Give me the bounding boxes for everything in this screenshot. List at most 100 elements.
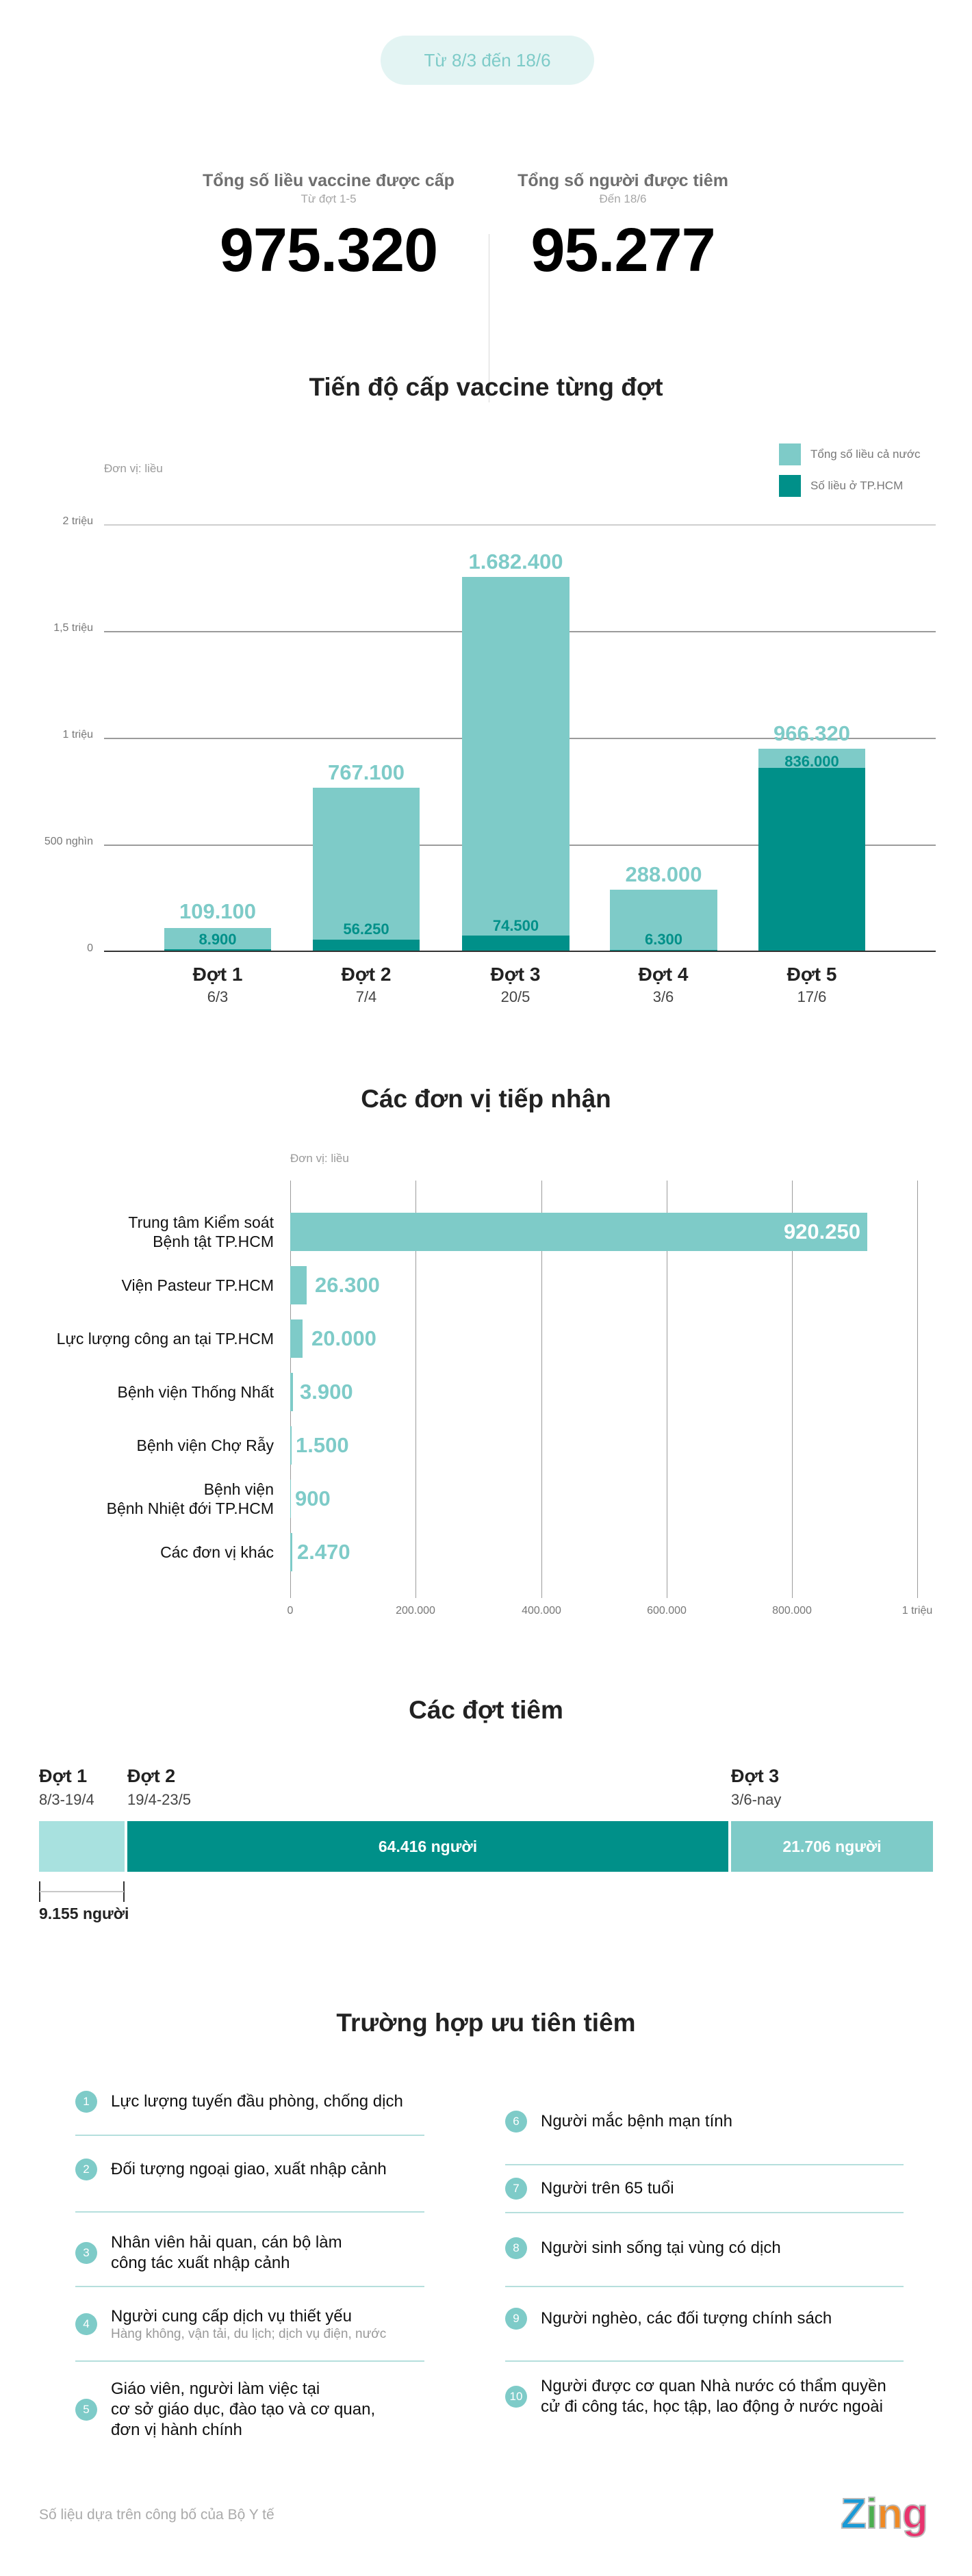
gridline xyxy=(792,1386,793,1598)
unit-row-bar xyxy=(290,1426,292,1465)
gridline xyxy=(541,1386,542,1598)
bar-total-label: 966.320 xyxy=(773,721,851,745)
bar-total-label: 767.100 xyxy=(327,760,405,784)
unit-row-value: 900 xyxy=(295,1486,331,1510)
number-badge: 3 xyxy=(75,2242,97,2264)
bracket-right xyxy=(123,1881,125,1902)
priority-subtext: Hàng không, vận tải, du lịch; dịch vụ đi… xyxy=(111,2327,387,2341)
bar-total-label: 288.000 xyxy=(625,862,702,886)
unit-row-bar xyxy=(290,1319,303,1358)
unit-row-value: 20.000 xyxy=(311,1326,376,1350)
unit-row-bar xyxy=(290,1266,307,1304)
gridline xyxy=(415,1181,416,1386)
bar-total-label: 1.682.400 xyxy=(468,550,563,574)
bar-round-5 xyxy=(758,749,865,951)
legend-item-hcm: Số liều ở TP.HCM xyxy=(779,475,903,497)
stat-total-doses: Tổng số liều vaccine được cấp Từ đợt 1-5… xyxy=(185,171,472,286)
number-badge: 5 xyxy=(75,2399,97,2421)
divider xyxy=(75,2360,424,2362)
priority-text: Người trên 65 tuổi xyxy=(541,2179,674,2198)
units-chart-title: Các đơn vị tiếp nhận xyxy=(361,1085,611,1113)
unit-row-label: Viện Pasteur TP.HCM xyxy=(121,1276,274,1294)
priority-text: Người nghèo, các đối tượng chính sách xyxy=(541,2309,832,2328)
date-range-badge: Từ 8/3 đến 18/6 xyxy=(381,36,594,85)
bar-total-label: 109.100 xyxy=(179,899,257,923)
unit-row-bar xyxy=(290,1533,292,1571)
gridline xyxy=(917,1386,918,1598)
number-badge: 4 xyxy=(75,2313,97,2335)
source-note: Số liệu dựa trên công bố của Bộ Y tế xyxy=(39,2507,274,2523)
category-date: 17/6 xyxy=(797,988,827,1005)
divider xyxy=(505,2286,904,2287)
priority-text: Người cung cấp dịch vụ thiết yếu xyxy=(111,2307,352,2326)
number-badge: 7 xyxy=(505,2178,527,2200)
category-label: Đợt 5 xyxy=(786,964,837,985)
stat-label: Tổng số liều vaccine được cấp xyxy=(203,171,455,190)
category-label: Đợt 4 xyxy=(638,964,689,985)
supply-chart-unit: Đơn vị: liều xyxy=(104,462,163,475)
divider xyxy=(505,2212,904,2213)
unit-row-label: Lực lượng công an tại TP.HCM xyxy=(56,1330,274,1348)
priority-item: 6 Người mắc bệnh mạn tính xyxy=(505,2108,888,2135)
bar-hcm-label: 74.500 xyxy=(492,917,539,934)
category-date: 6/3 xyxy=(207,988,229,1005)
round-dates: 3/6-nay xyxy=(731,1791,782,1808)
units-chart-unit: Đơn vị: liều xyxy=(290,1152,349,1165)
round-2-segment: 64.416 người xyxy=(127,1821,728,1872)
round-1-people-label: 9.155 người xyxy=(39,1905,129,1922)
bar-hcm-segment xyxy=(164,949,271,951)
y-tick: 1,5 triệu xyxy=(53,622,93,634)
category-date: 20/5 xyxy=(500,988,530,1005)
unit-row-label: Bệnh viện Bệnh Nhiệt đới TP.HCM xyxy=(106,1480,274,1517)
x-tick: 1 triệu xyxy=(901,1605,933,1617)
rounds-title: Các đợt tiêm xyxy=(409,1696,563,1724)
bar-hcm-segment xyxy=(462,936,570,951)
bar-hcm-segment xyxy=(313,940,420,951)
bracket-line xyxy=(40,1891,124,1892)
number-badge: 1 xyxy=(75,2091,97,2113)
priority-item: 9 Người nghèo, các đối tượng chính sách xyxy=(505,2305,888,2332)
round-title: Đợt 3 xyxy=(731,1766,780,1786)
priority-item: 2 Đối tượng ngoại giao, xuất nhập cảnh xyxy=(75,2156,431,2183)
bar-round-1 xyxy=(164,928,271,951)
priority-item: 1 Lực lượng tuyến đầu phòng, chống dịch xyxy=(75,2088,431,2115)
priority-item: 4 Người cung cấp dịch vụ thiết yếu Hàng … xyxy=(75,2305,459,2343)
number-badge: 8 xyxy=(505,2237,527,2259)
y-tick: 0 xyxy=(87,942,93,954)
bar-hcm-label: 8.900 xyxy=(199,931,237,948)
bar-hcm-segment xyxy=(758,768,865,951)
priority-item: 7 Người trên 65 tuổi xyxy=(505,2175,888,2202)
bar-hcm-label: 6.300 xyxy=(644,931,683,948)
category-label: Đợt 2 xyxy=(341,964,392,985)
priority-text: Nhân viên hải quan, cán bộ làm công tác … xyxy=(111,2233,342,2272)
divider xyxy=(75,2211,424,2213)
x-tick: 600.000 xyxy=(647,1605,687,1617)
stat-value: 975.320 xyxy=(219,216,438,285)
gridline xyxy=(415,1386,416,1598)
legend-label: Số liều ở TP.HCM xyxy=(810,479,904,492)
round-1-segment xyxy=(39,1821,125,1872)
legend-swatch xyxy=(779,443,801,465)
logo-letter: i xyxy=(865,2490,878,2538)
number-badge: 6 xyxy=(505,2111,527,2133)
x-tick: 0 xyxy=(287,1605,294,1617)
bar-hcm-label: 56.250 xyxy=(343,920,389,938)
category-date: 7/4 xyxy=(355,988,377,1005)
legend-swatch xyxy=(779,475,801,497)
x-tick: 800.000 xyxy=(772,1605,812,1617)
gridline xyxy=(104,524,936,526)
gridline xyxy=(917,1181,918,1386)
x-axis-baseline xyxy=(104,951,936,952)
unit-row-label: Các đơn vị khác xyxy=(160,1543,274,1561)
stat-sub: Đến 18/6 xyxy=(599,192,647,205)
zing-logo: Zing xyxy=(840,2490,929,2538)
x-tick: 400.000 xyxy=(522,1605,561,1617)
round-title: Đợt 2 xyxy=(127,1766,176,1786)
bar-hcm-label: 836.000 xyxy=(784,753,839,770)
priority-text: Giáo viên, người làm việc tại cơ sở giáo… xyxy=(111,2380,376,2439)
round-title: Đợt 1 xyxy=(39,1766,88,1786)
round-people-label: 21.706 người xyxy=(782,1837,882,1855)
stat-sub: Từ đợt 1-5 xyxy=(300,192,357,205)
bar-round-3 xyxy=(462,577,570,951)
category-label: Đợt 1 xyxy=(192,964,243,985)
